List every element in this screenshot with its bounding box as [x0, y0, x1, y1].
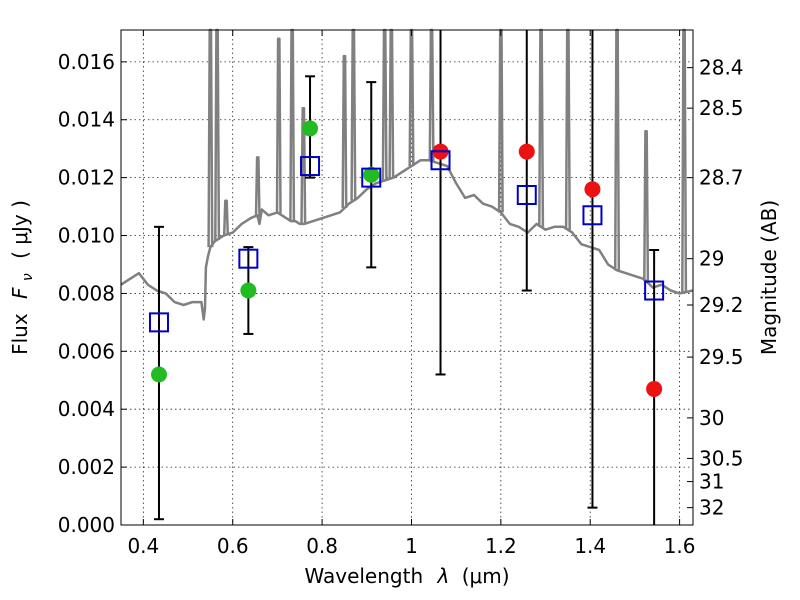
emission-spike [222, 199, 230, 235]
emission-spike [254, 156, 261, 218]
emission-spike [350, 28, 357, 201]
y-tick-label: 0.000 [58, 513, 115, 537]
y2-tick-label: 28.7 [699, 166, 744, 190]
red-point [584, 181, 601, 198]
y-tick-label: 0.008 [58, 281, 115, 305]
x-tick-label: 1.2 [485, 534, 517, 558]
y-tick-label: 0.016 [58, 50, 115, 74]
data-points [148, 120, 665, 397]
green-point [240, 282, 257, 299]
plot-frame [120, 29, 694, 526]
y-tick-label: 0.014 [58, 108, 115, 132]
x-tick-label: 1 [405, 534, 418, 558]
axis-ticks: 0.4 0.6 0.8 1 1.2 1.4 1.6 0.000 0.002 0.004 0.006 0… [58, 30, 744, 558]
model-point [582, 205, 603, 226]
emission-spike [207, 28, 214, 248]
model-point [238, 248, 259, 269]
x-axis-label-text: Wavelength [304, 564, 423, 588]
y-axis-label-subscript: ν [20, 273, 36, 281]
y2-tick-label: 28.5 [699, 96, 744, 120]
emission-spike [289, 28, 296, 222]
y-axis-label-unit: ( μJy ) [8, 200, 32, 259]
emission-spike [341, 54, 348, 209]
y2-axis-label: Magnitude (AB) [757, 200, 781, 355]
error-bars [153, 30, 660, 525]
y-tick-label: 0.002 [58, 455, 115, 479]
y-axis-label-symbol: F [8, 287, 32, 299]
emission-spike [643, 130, 650, 282]
y2-tick-label: 29.5 [699, 345, 744, 369]
y2-tick-label: 29 [699, 247, 724, 271]
emission-spike [300, 106, 307, 224]
emission-spike [214, 28, 221, 240]
emission-spike [681, 28, 688, 293]
model-point [361, 167, 382, 188]
y-tick-label: 0.006 [58, 339, 115, 363]
y-tick-label: 0.010 [58, 224, 115, 248]
x-axis-label-unit: (μm) [462, 564, 510, 588]
y2-tick-label: 30 [699, 406, 724, 430]
model-point [516, 185, 537, 205]
y-tick-label: 0.004 [58, 397, 115, 421]
green-point [150, 366, 167, 383]
emission-spike [388, 28, 395, 179]
emission-spike [564, 28, 571, 230]
emission-spike [428, 28, 435, 162]
model-point [148, 312, 169, 333]
x-tick-label: 0.8 [306, 534, 338, 558]
model-point [430, 150, 451, 171]
y2-tick-label: 29.2 [699, 293, 744, 317]
y-axis-label: Flux F ν ( μJy ) [8, 200, 37, 355]
emission-spike [275, 37, 282, 214]
green-point [302, 120, 319, 137]
emission-spike [497, 28, 504, 213]
x-tick-label: 0.4 [127, 534, 159, 558]
green-point [363, 166, 380, 183]
emission-spike [408, 28, 415, 167]
spectrum-line [120, 159, 694, 321]
x-tick-label: 0.6 [217, 534, 249, 558]
spectrum-series [120, 28, 694, 321]
x-tick-label: 1.4 [574, 534, 606, 558]
emission-spike [613, 28, 621, 271]
x-axis-label-symbol: λ [437, 564, 450, 588]
model-point [300, 156, 321, 177]
red-point [518, 143, 535, 160]
red-point [646, 380, 663, 397]
y2-tick-label: 28.4 [699, 56, 744, 80]
y2-tick-label: 31 [699, 470, 724, 494]
emission-spike [381, 28, 388, 181]
x-axis-label: Wavelength λ (μm) [304, 564, 509, 588]
y2-tick-label: 32 [699, 496, 724, 520]
x-tick-label: 1.6 [664, 534, 696, 558]
y2-tick-label: 30.5 [699, 446, 744, 470]
model-point [644, 280, 665, 301]
y-tick-label: 0.012 [58, 166, 115, 190]
y-axis-label-text: Flux [8, 313, 32, 355]
emission-spike [538, 28, 545, 227]
